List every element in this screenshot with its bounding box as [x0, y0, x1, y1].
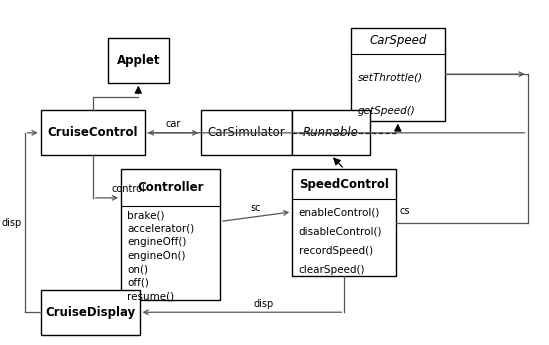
Text: Controller: Controller	[137, 181, 204, 194]
Text: CarSimulator: CarSimulator	[208, 126, 285, 139]
Text: setThrottle(): setThrottle()	[357, 72, 422, 82]
Text: engineOff(): engineOff()	[127, 237, 187, 247]
Text: on(): on()	[127, 264, 148, 274]
Bar	[292, 169, 396, 276]
Text: car: car	[165, 119, 181, 129]
Text: engineOn(): engineOn()	[127, 251, 186, 261]
Text: recordSpeed(): recordSpeed()	[299, 246, 373, 256]
Text: Runnable: Runnable	[303, 126, 359, 139]
Bar	[351, 28, 445, 121]
Text: getSpeed(): getSpeed()	[357, 106, 415, 116]
Bar	[41, 290, 139, 335]
Text: disableControl(): disableControl()	[299, 227, 382, 237]
Bar	[121, 169, 220, 300]
Text: disp: disp	[2, 218, 22, 227]
Text: cs: cs	[399, 206, 410, 216]
Bar	[41, 110, 145, 155]
Bar	[201, 110, 292, 155]
Text: CruiseControl: CruiseControl	[48, 126, 138, 139]
Text: resume(): resume()	[127, 291, 175, 301]
Text: disp: disp	[253, 299, 273, 308]
Bar	[292, 110, 369, 155]
Text: CruiseDisplay: CruiseDisplay	[45, 306, 135, 319]
Text: Applet: Applet	[116, 54, 160, 67]
Text: sc: sc	[251, 203, 261, 213]
Text: clearSpeed(): clearSpeed()	[299, 265, 365, 275]
Text: brake(): brake()	[127, 210, 165, 220]
Text: accelerator(): accelerator()	[127, 224, 194, 234]
Text: off(): off()	[127, 278, 149, 288]
Bar	[108, 38, 169, 83]
Text: control: control	[111, 184, 145, 194]
Text: SpeedControl: SpeedControl	[299, 178, 389, 190]
Text: enableControl(): enableControl()	[299, 207, 380, 217]
Text: CarSpeed: CarSpeed	[369, 34, 427, 47]
